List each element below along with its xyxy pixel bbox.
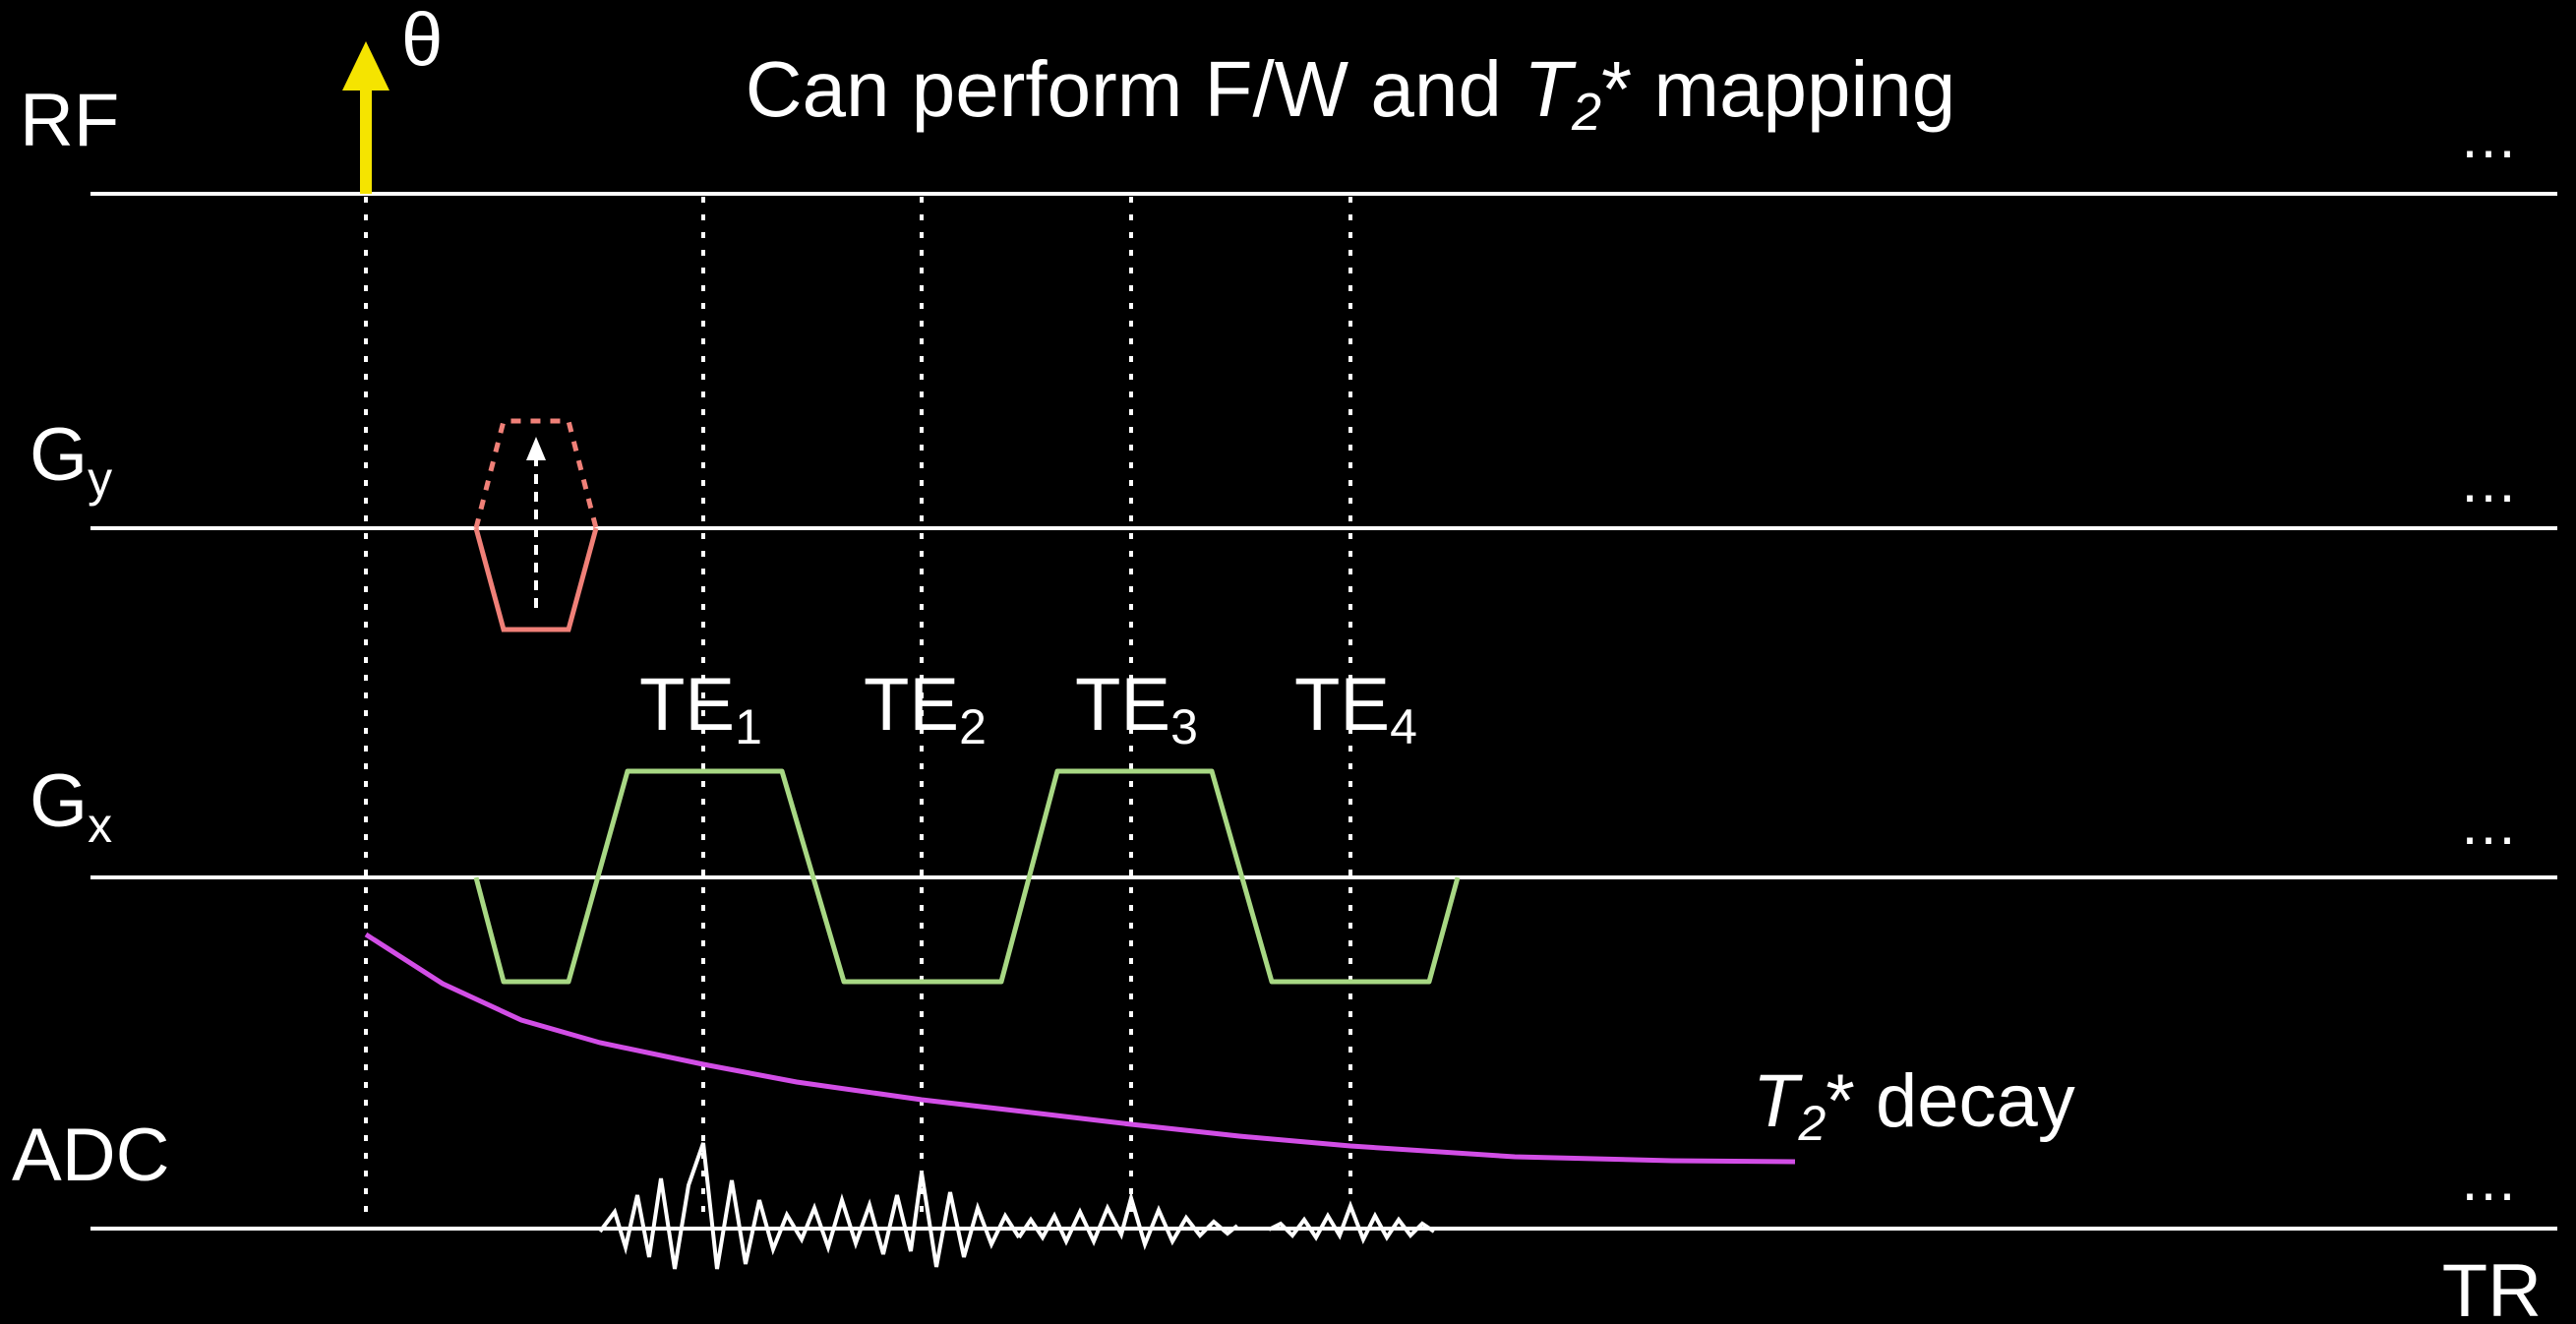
gx-ellipsis: …: [2459, 791, 2518, 857]
te4-label: TE4: [1294, 663, 1417, 754]
adc-echo-signal-1-2: [598, 1142, 1021, 1270]
axis-lines: [90, 192, 2557, 1231]
phase-step-arrow: [526, 437, 546, 608]
te2-label: TE2: [864, 663, 987, 754]
rf-pulse-arrow: [342, 41, 389, 194]
readout-gradient: [473, 768, 1461, 985]
t2star-decay-curve: [364, 932, 1796, 1165]
tr-label: TR: [2442, 1249, 2542, 1324]
flip-angle-label: θ: [401, 0, 443, 82]
gx-row-label: Gx: [30, 759, 112, 853]
te1-label: TE1: [639, 663, 762, 754]
adc-ellipsis: …: [2459, 1147, 2518, 1213]
rf-ellipsis: …: [2459, 104, 2518, 170]
diagram-title: Can perform F/W and T2* mapping: [746, 45, 1956, 142]
rf-row-label: RF: [20, 79, 119, 162]
adc-row-label: ADC: [12, 1113, 169, 1197]
adc-echo-signal-4: [1268, 1200, 1436, 1244]
timing-guides: [364, 197, 1352, 1218]
adc-echo-signal-3: [1017, 1190, 1239, 1251]
phase-encode-gradient: [473, 418, 599, 632]
gy-ellipsis: …: [2459, 449, 2518, 514]
t2star-decay-label: T2* decay: [1753, 1059, 2075, 1151]
gy-row-label: Gy: [30, 413, 112, 507]
te3-label: TE3: [1075, 663, 1198, 754]
